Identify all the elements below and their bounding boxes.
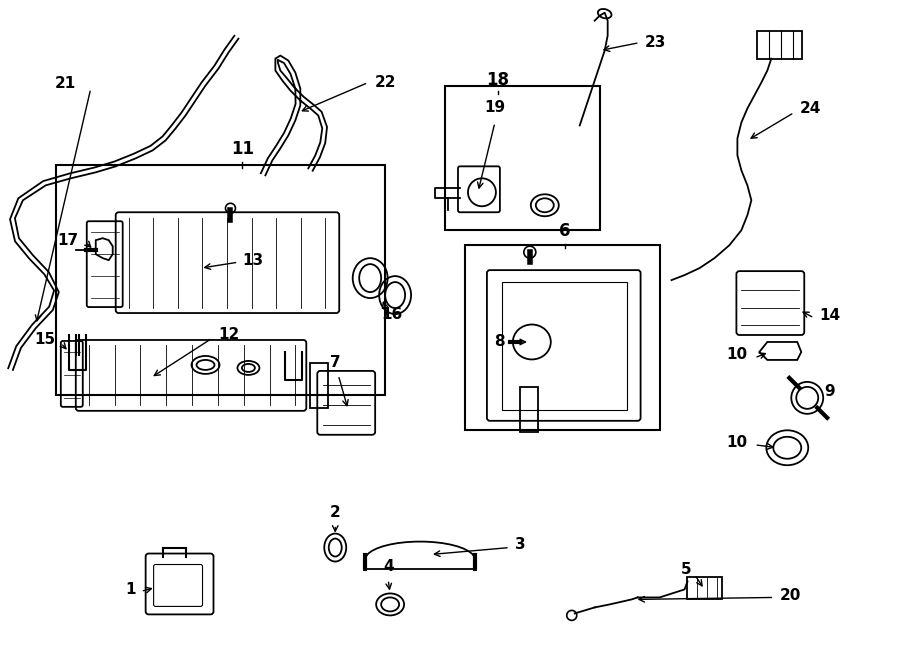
Text: 4: 4 xyxy=(382,559,393,574)
Bar xyxy=(310,363,328,408)
Bar xyxy=(758,30,802,59)
Text: 24: 24 xyxy=(799,101,821,116)
Text: 3: 3 xyxy=(515,537,526,552)
Text: 10: 10 xyxy=(726,435,747,450)
Text: 19: 19 xyxy=(484,100,506,116)
Text: 23: 23 xyxy=(644,35,666,50)
Text: 12: 12 xyxy=(219,327,239,342)
Bar xyxy=(502,282,626,410)
Text: 7: 7 xyxy=(330,355,340,370)
Text: 22: 22 xyxy=(375,75,397,90)
Bar xyxy=(688,578,723,600)
Bar xyxy=(445,85,599,230)
Text: 17: 17 xyxy=(58,233,79,248)
Bar xyxy=(56,165,385,395)
Bar xyxy=(465,245,660,430)
Text: 11: 11 xyxy=(231,140,254,159)
Text: 14: 14 xyxy=(819,307,841,323)
Text: 20: 20 xyxy=(779,588,801,603)
Text: 15: 15 xyxy=(35,332,56,348)
Text: 18: 18 xyxy=(486,71,509,89)
Text: 8: 8 xyxy=(494,334,505,350)
Text: 6: 6 xyxy=(559,222,571,240)
Text: 2: 2 xyxy=(330,504,340,520)
Text: 10: 10 xyxy=(726,348,747,362)
Text: 21: 21 xyxy=(55,76,76,91)
Text: 9: 9 xyxy=(824,384,835,399)
Text: 1: 1 xyxy=(125,582,136,597)
Text: 5: 5 xyxy=(681,562,691,577)
Bar xyxy=(520,387,538,432)
Text: 16: 16 xyxy=(382,307,402,322)
Text: 13: 13 xyxy=(242,253,264,268)
